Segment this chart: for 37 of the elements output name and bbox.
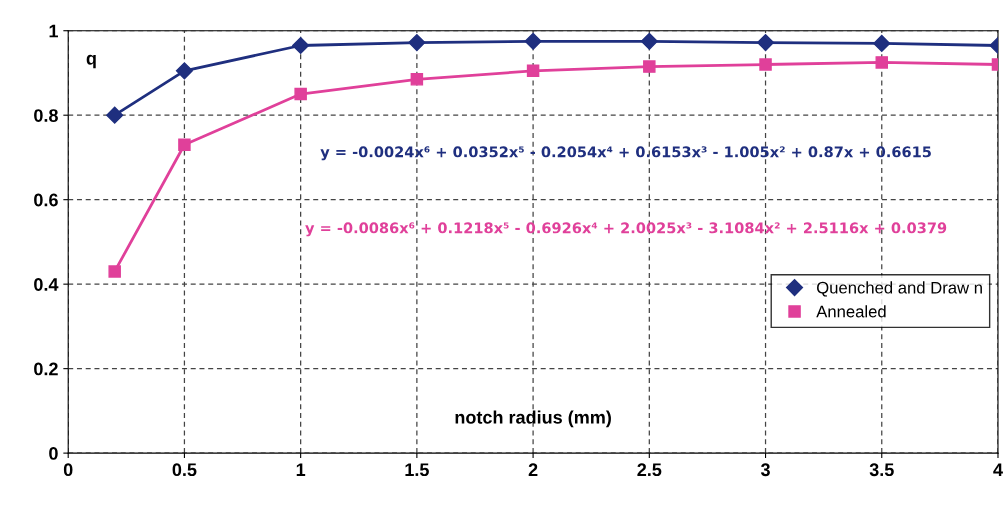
y-tick-label: 0.8: [34, 109, 58, 122]
x-tick-label: 0: [63, 463, 73, 477]
legend-label: Quenched and Draw n: [817, 281, 982, 297]
x-tick-label: 2.5: [637, 463, 662, 477]
point: [410, 73, 424, 86]
x-tick-label: 2: [528, 463, 538, 476]
point: [178, 138, 191, 152]
point: [756, 33, 775, 52]
x-tick-label: 1.5: [405, 463, 429, 477]
point: [526, 64, 540, 78]
y-tick-label: 0: [49, 447, 58, 460]
x-tick-label: 3: [760, 463, 770, 477]
point: [640, 32, 658, 50]
point: [759, 58, 772, 71]
x-axis-title: notch radius (mm): [455, 410, 611, 428]
x-tick-label: 4: [993, 463, 1003, 476]
y-tick-label: 1: [49, 24, 58, 38]
point: [106, 106, 124, 124]
y-tick-label: 0.2: [34, 362, 58, 376]
point: [292, 36, 310, 55]
point: [175, 62, 193, 80]
point: [643, 60, 656, 73]
annotation: y = -0.0024x⁶ + 0.0352x⁵ - 0.2054x⁴ + 0.6153x³ - 1.005x² + 0.87x + 0.6615: [320, 146, 931, 161]
point: [524, 32, 542, 50]
point: [408, 33, 426, 52]
x-tick-label: 0.5: [172, 463, 197, 477]
x-tick-label: 3.5: [869, 463, 894, 477]
point: [875, 56, 889, 69]
legend-label: Annealed: [816, 305, 886, 318]
point: [873, 34, 891, 52]
y-tick-label: 0.4: [34, 278, 59, 291]
x-tick-label: 1: [296, 463, 306, 476]
point: [108, 265, 121, 278]
y-axis-title: q: [86, 54, 96, 69]
annotation: y = -0.0086x⁶ + 0.1218x⁵ - 0.6926x⁴ + 2.0025x³ - 3.1084x² + 2.5116x + 0.0379: [305, 222, 947, 237]
y-tick-label: 0.6: [34, 193, 58, 207]
point: [294, 87, 307, 101]
